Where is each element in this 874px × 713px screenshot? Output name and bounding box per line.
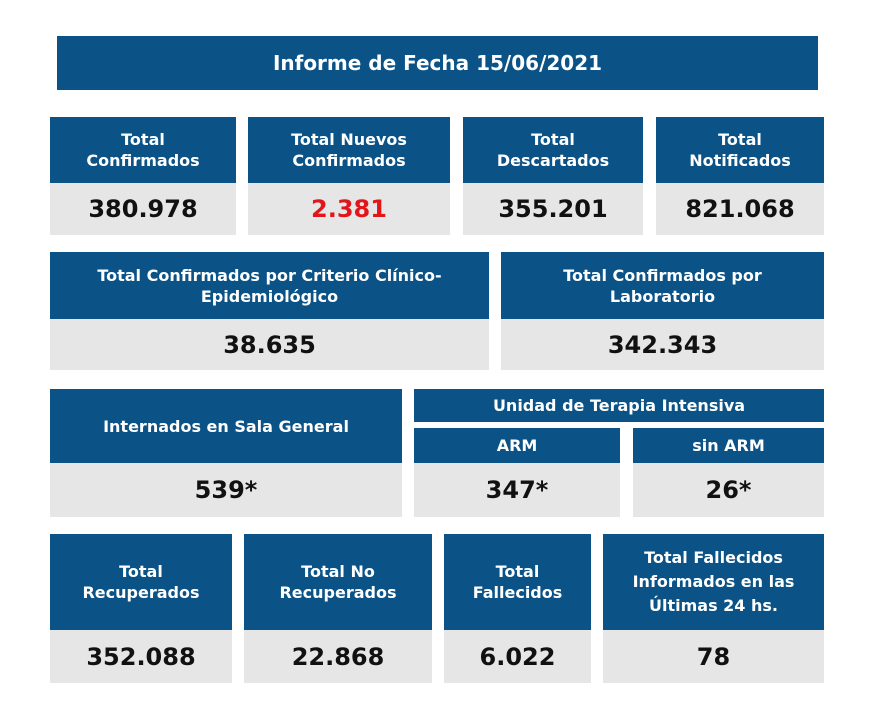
card-label: Total Fallecidos Informados en las Últim… <box>603 534 824 630</box>
card-value: 352.088 <box>50 630 232 683</box>
card-value: 22.868 <box>244 630 432 683</box>
card-value: 6.022 <box>444 630 591 683</box>
card-value: 539* <box>50 463 402 517</box>
card-value: 347* <box>414 463 620 517</box>
card-value: 380.978 <box>50 183 236 235</box>
card-label: Internados en Sala General <box>50 389 402 463</box>
card-total-recuperados: Total Recuperados 352.088 <box>50 534 232 683</box>
card-total-descartados: Total Descartados 355.201 <box>463 117 643 235</box>
card-label: Total Descartados <box>463 117 643 183</box>
card-label: Total No Recuperados <box>244 534 432 630</box>
uti-header: Unidad de Terapia Intensiva <box>414 389 824 422</box>
card-fallecidos-ultimas-24hs: Total Fallecidos Informados en las Últim… <box>603 534 824 683</box>
card-value: 821.068 <box>656 183 824 235</box>
card-confirmados-laboratorio: Total Confirmados por Laboratorio 342.34… <box>501 252 824 370</box>
card-label: Total Nuevos Confirmados <box>248 117 450 183</box>
card-value: 355.201 <box>463 183 643 235</box>
card-label: Total Fallecidos <box>444 534 591 630</box>
card-value: 78 <box>603 630 824 683</box>
card-total-no-recuperados: Total No Recuperados 22.868 <box>244 534 432 683</box>
card-value: 342.343 <box>501 319 824 370</box>
card-label: sin ARM <box>633 428 824 463</box>
card-uti-arm: ARM 347* <box>414 428 620 517</box>
card-label: Total Recuperados <box>50 534 232 630</box>
card-total-fallecidos: Total Fallecidos 6.022 <box>444 534 591 683</box>
report-title: Informe de Fecha 15/06/2021 <box>57 36 818 90</box>
card-total-nuevos-confirmados: Total Nuevos Confirmados 2.381 <box>248 117 450 235</box>
card-total-confirmados: Total Confirmados 380.978 <box>50 117 236 235</box>
card-value: 2.381 <box>248 183 450 235</box>
card-label: Total Confirmados por Criterio Clínico- … <box>50 252 489 319</box>
card-label: ARM <box>414 428 620 463</box>
card-value: 26* <box>633 463 824 517</box>
card-label: Total Notificados <box>656 117 824 183</box>
card-label: Total Confirmados por Laboratorio <box>501 252 824 319</box>
card-value: 38.635 <box>50 319 489 370</box>
card-total-notificados: Total Notificados 821.068 <box>656 117 824 235</box>
card-uti-sin-arm: sin ARM 26* <box>633 428 824 517</box>
card-internados-sala-general: Internados en Sala General 539* <box>50 389 402 517</box>
card-label: Total Confirmados <box>50 117 236 183</box>
card-confirmados-criterio-clinico: Total Confirmados por Criterio Clínico- … <box>50 252 489 370</box>
